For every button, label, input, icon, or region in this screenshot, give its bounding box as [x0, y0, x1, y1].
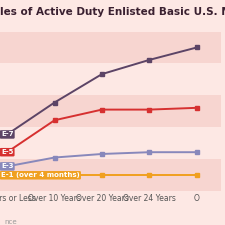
- Bar: [0, 32, 220, 63]
- Bar: [0, 127, 220, 159]
- Bar: [0, 159, 220, 191]
- Text: nce: nce: [4, 219, 17, 225]
- Text: E-7: E-7: [1, 131, 13, 137]
- Text: E-5: E-5: [1, 149, 13, 155]
- Bar: [0, 63, 220, 95]
- Text: E-1 (over 4 months): E-1 (over 4 months): [1, 172, 80, 178]
- Bar: [0, 95, 220, 127]
- Text: E-3: E-3: [1, 163, 13, 169]
- Text: les of Active Duty Enlisted Basic U.S. Milita: les of Active Duty Enlisted Basic U.S. M…: [0, 7, 225, 17]
